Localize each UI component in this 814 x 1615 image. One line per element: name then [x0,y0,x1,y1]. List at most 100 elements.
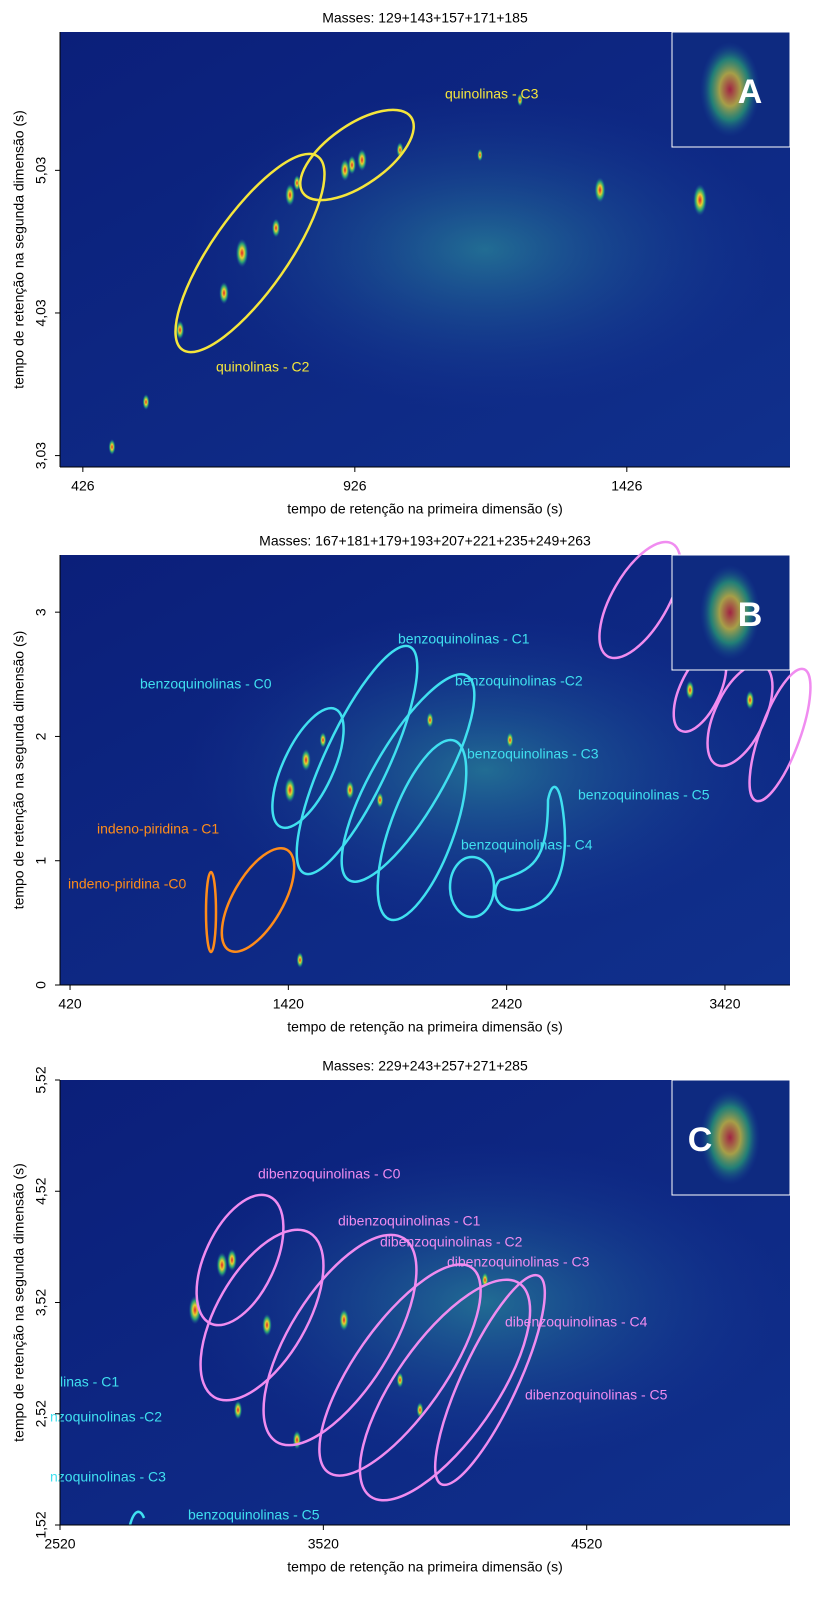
chart-title: Masses: 229+243+257+271+285 [322,1058,528,1074]
y-axis-label: tempo de retenção na segunda dimensão (s… [11,110,27,389]
intensity-spot [477,148,483,162]
intensity-spot [216,1252,228,1278]
intensity-spot [685,680,695,700]
annotation: linas - C1 [60,1374,119,1390]
intensity-spot [227,1248,237,1272]
inset-heat [700,42,760,137]
annotation: benzoquinolinas -C2 [455,673,583,689]
intensity-spot [262,1313,272,1337]
annotation: benzoquinolinas - C4 [461,837,593,853]
y-axis-label: tempo de retenção na segunda dimensão (s… [11,631,27,910]
panel-label: B [738,596,763,634]
y-tick-label: 4,52 [33,1177,49,1204]
intensity-spot [340,158,350,182]
panel: quinolinas - C3 quinolinas - C2 A 426 926 142… [11,10,791,517]
annotation: dibenzoquinolinas - C3 [447,1254,590,1270]
panel-label: A [738,73,763,111]
chart-title: Masses: 129+143+157+171+185 [322,10,528,26]
group-outline [494,785,567,912]
y-tick-label: 2 [33,732,49,740]
intensity-spot [235,238,249,268]
intensity-spot [108,439,116,455]
annotation: quinolinas - C2 [216,359,310,375]
intensity-spot [301,748,311,772]
intensity-spot [233,1400,243,1420]
x-tick-label: 426 [71,478,95,494]
haze [185,1142,785,1463]
intensity-spot [293,175,301,191]
intensity-spot [219,281,229,305]
intensity-spot [284,777,296,803]
group-outline [433,1273,547,1487]
annotation: dibenzoquinolinas - C1 [338,1213,481,1229]
annotation: nzoquinolinas -C2 [50,1409,162,1425]
y-tick-label: 3,52 [33,1289,49,1316]
annotation: benzoquinolinas - C3 [467,746,599,762]
intensity-spot [285,183,295,207]
group-outline [340,673,476,883]
annotation: dibenzoquinolinas - C2 [380,1234,523,1250]
x-tick-label: 926 [343,478,367,494]
group-outline [295,644,419,876]
haze [185,610,785,930]
y-tick-label: 1 [33,857,49,865]
annotation: benzoquinolinas - C5 [578,787,710,803]
intensity-spot [292,1430,302,1450]
chart-title: Masses: 167+181+179+193+207+221+235+249+… [259,533,591,549]
panel: benzoquinolinas - C1 benzoquinolinas - C0… [11,533,812,1035]
intensity-spot [376,792,384,808]
intensity-spot [396,1372,404,1388]
y-tick-label: 5,52 [33,1066,49,1093]
annotation: indeno-piridina -C0 [68,876,187,892]
annotation: dibenzoquinolinas - C0 [258,1166,401,1182]
annotation: nzoquinolinas - C3 [50,1469,166,1485]
x-tick-label: 4520 [571,1536,602,1552]
group-outline [448,855,496,919]
intensity-spot [357,148,367,172]
annotation: dibenzoquinolinas - C5 [525,1387,668,1403]
x-axis-label: tempo de retenção na primeira dimensão (… [287,1019,562,1035]
annotation: benzoquinolinas - C5 [188,1507,320,1523]
x-tick-label: 1426 [611,478,642,494]
y-tick-label: 1,52 [33,1511,49,1538]
group-outline [748,667,812,803]
group-outline [199,1228,325,1402]
haze [185,89,785,410]
y-tick-label: 3 [33,608,49,616]
x-tick-label: 3420 [709,996,740,1012]
annotation: indeno-piridina - C1 [97,821,219,837]
group-outline [204,870,218,954]
intensity-spot [296,952,304,968]
group-outline [598,540,682,660]
annotation: dibenzoquinolinas - C4 [505,1314,648,1330]
intensity-spot [693,184,707,216]
annotation: benzoquinolinas - C0 [140,676,272,692]
group-outline [271,706,345,830]
intensity-spot [175,320,185,340]
group-outline [262,1233,418,1447]
x-tick-label: 3520 [308,1536,339,1552]
group-outline [376,738,468,922]
intensity-spot [594,177,606,203]
intensity-spot [745,690,755,710]
group-outline [128,1510,146,1526]
panel-label: C [688,1121,713,1159]
group-outline [318,1263,482,1477]
inset-heat [700,1090,760,1185]
intensity-spot [271,218,281,238]
y-tick-label: 0 [33,981,49,989]
x-tick-label: 2520 [44,1536,75,1552]
annotation: quinolinas - C3 [445,86,539,102]
intensity-spot [345,780,355,800]
inset-heat [700,565,760,660]
y-tick-label: 4,03 [33,299,49,326]
intensity-spot [517,93,523,107]
panel: dibenzoquinolinas - C0 dibenzoquinolinas … [11,1058,791,1575]
intensity-spot [426,712,434,728]
intensity-spot [319,732,327,748]
y-axis-label: tempo de retenção na segunda dimensão (s… [11,1163,27,1442]
x-tick-label: 420 [58,996,82,1012]
x-tick-label: 2420 [491,996,522,1012]
y-tick-label: 3,03 [33,442,49,469]
